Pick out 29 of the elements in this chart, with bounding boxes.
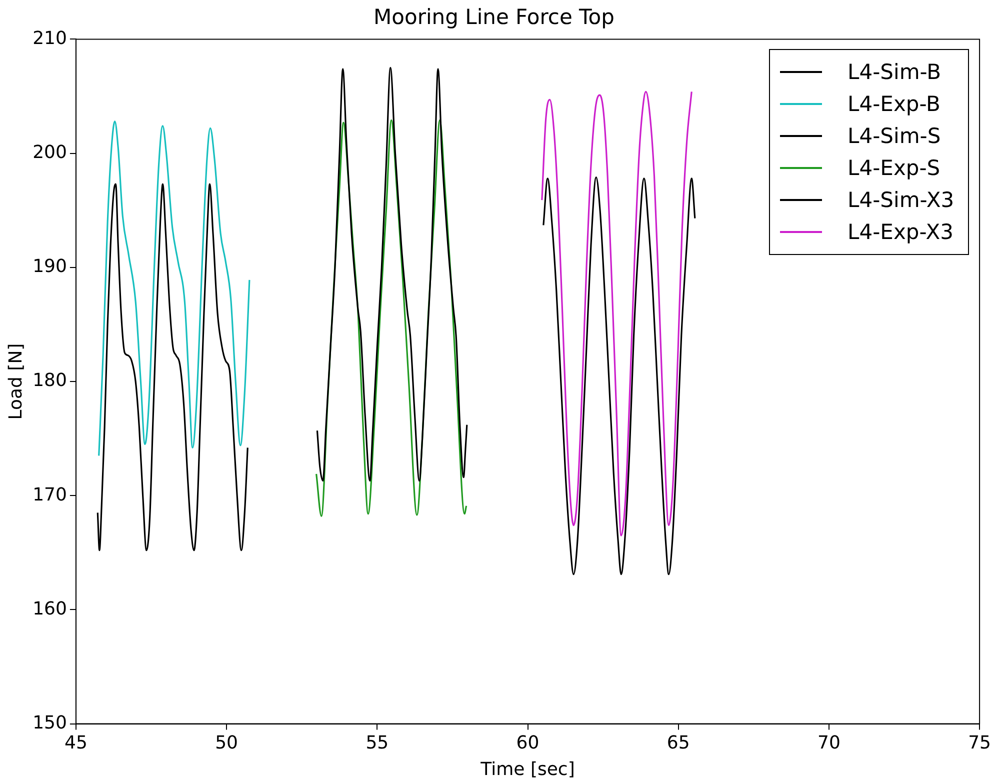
line-series (98, 120, 250, 456)
x-tick-label: 55 (366, 732, 389, 754)
y-tick-label: 160 (32, 598, 67, 620)
y-axis-title: Load [N] (5, 343, 26, 420)
legend-label: L4-Sim-B (848, 60, 942, 84)
line-series (541, 90, 692, 536)
x-tick-label: 65 (666, 732, 690, 754)
y-tick-label: 180 (32, 370, 67, 392)
line-series (96, 183, 248, 552)
line-series (316, 119, 468, 517)
legend-label: L4-Sim-X3 (848, 188, 954, 212)
x-tick-label: 50 (215, 732, 238, 754)
y-tick-label: 200 (32, 142, 67, 163)
legend-label: L4-Exp-B (848, 92, 940, 116)
y-tick-label: 210 (32, 28, 67, 49)
line-series (542, 176, 696, 576)
x-tick-label: 60 (516, 732, 540, 754)
x-tick-label: 70 (817, 732, 840, 754)
legend-label: L4-Sim-S (848, 124, 941, 148)
x-tick-label: 75 (968, 732, 991, 754)
y-tick-label: 170 (32, 484, 67, 506)
x-axis-title: Time [sec] (480, 758, 575, 780)
chart-title: Mooring Line Force Top (374, 5, 614, 30)
legend-label: L4-Exp-X3 (848, 220, 954, 244)
legend-label: L4-Exp-S (848, 156, 940, 180)
y-tick-label: 150 (32, 712, 67, 734)
x-tick-label: 45 (64, 732, 88, 754)
line-series (316, 66, 468, 482)
y-tick-label: 190 (32, 256, 67, 278)
